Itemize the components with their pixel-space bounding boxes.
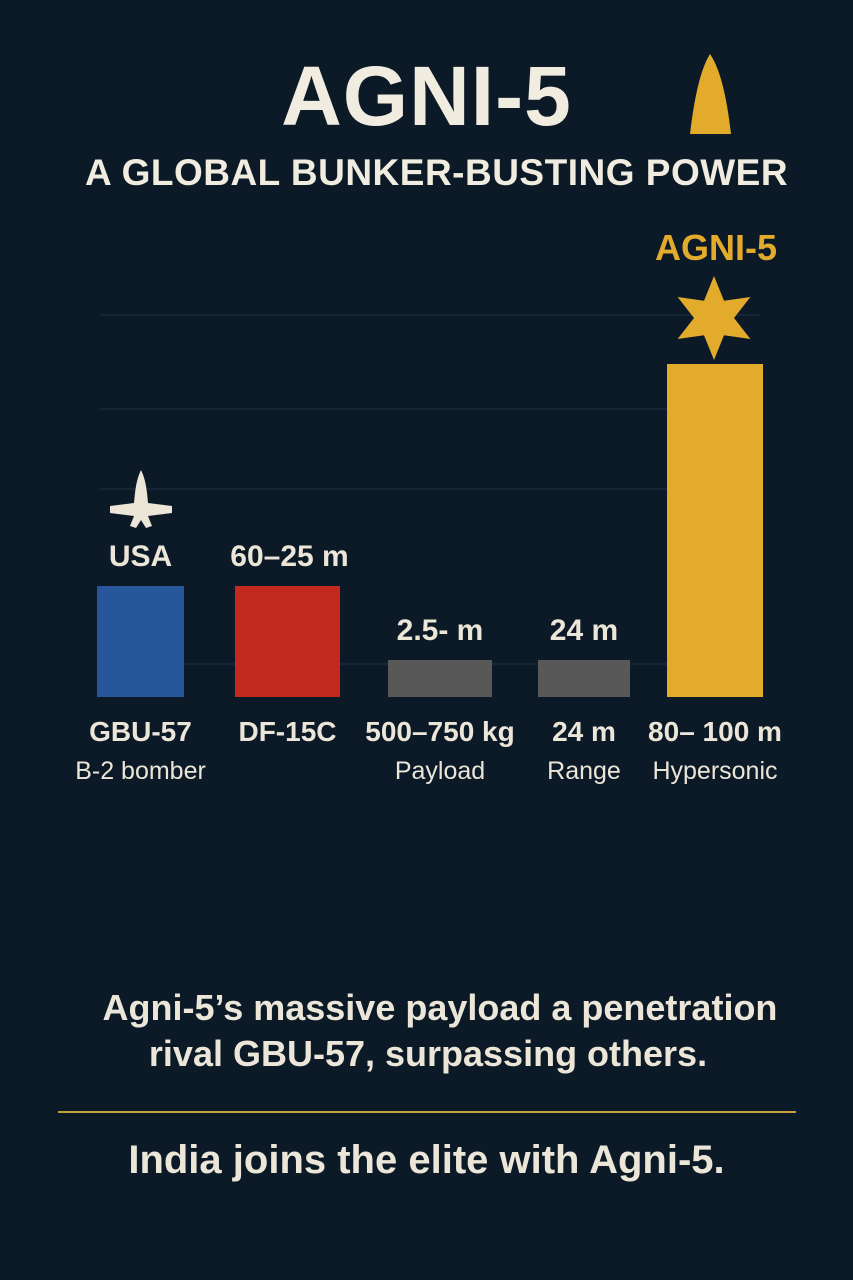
bar-0	[97, 586, 184, 697]
bar-sublabel-4: Hypersonic	[652, 757, 777, 785]
footer-note-line-2: rival GBU-57, surpassing others.	[148, 1033, 708, 1074]
bar-labels: USA GBU-57 B-2 bomber 60–25 m DF-15C 2.5- m 50…	[75, 227, 782, 785]
bar-1	[235, 586, 340, 697]
bar-sublabel-2: Payload	[395, 757, 485, 785]
bar-3	[538, 660, 630, 697]
bars	[97, 364, 763, 697]
aircraft-icon	[110, 470, 172, 528]
bar-label-2: 500–750 kg	[365, 716, 514, 747]
bar-top-label-2: 2.5- m	[397, 614, 484, 647]
footer-note-line-1: Agni-5’s massive payload a penetration	[102, 987, 778, 1028]
footer-note: Agni-5’s massive payload a penetration r…	[60, 985, 820, 1077]
bar-sublabel-3: Range	[547, 757, 621, 785]
highlight-label: AGNI-5	[655, 227, 777, 268]
divider	[58, 1111, 796, 1113]
bar-label-3: 24 m	[552, 716, 616, 747]
bar-top-label-1: 60–25 m	[230, 540, 348, 573]
bar-label-4: 80– 100 m	[648, 716, 782, 747]
chart-title: AGNI-5	[281, 49, 572, 143]
bar-2	[388, 660, 492, 697]
bar-top-label-0: USA	[109, 540, 172, 573]
bar-label-0: GBU-57	[89, 716, 192, 747]
bar-4	[667, 364, 763, 697]
gridlines	[100, 314, 760, 665]
star-icon	[677, 276, 751, 360]
chart-subtitle: A GLOBAL BUNKER-BUSTING POWER	[84, 152, 789, 193]
bar-label-1: DF-15C	[238, 716, 336, 747]
tagline: India joins the elite with Agni-5.	[128, 1138, 725, 1182]
bar-sublabel-0: B-2 bomber	[75, 757, 206, 785]
chart-icons	[110, 276, 751, 528]
bar-top-label-3: 24 m	[550, 614, 618, 647]
